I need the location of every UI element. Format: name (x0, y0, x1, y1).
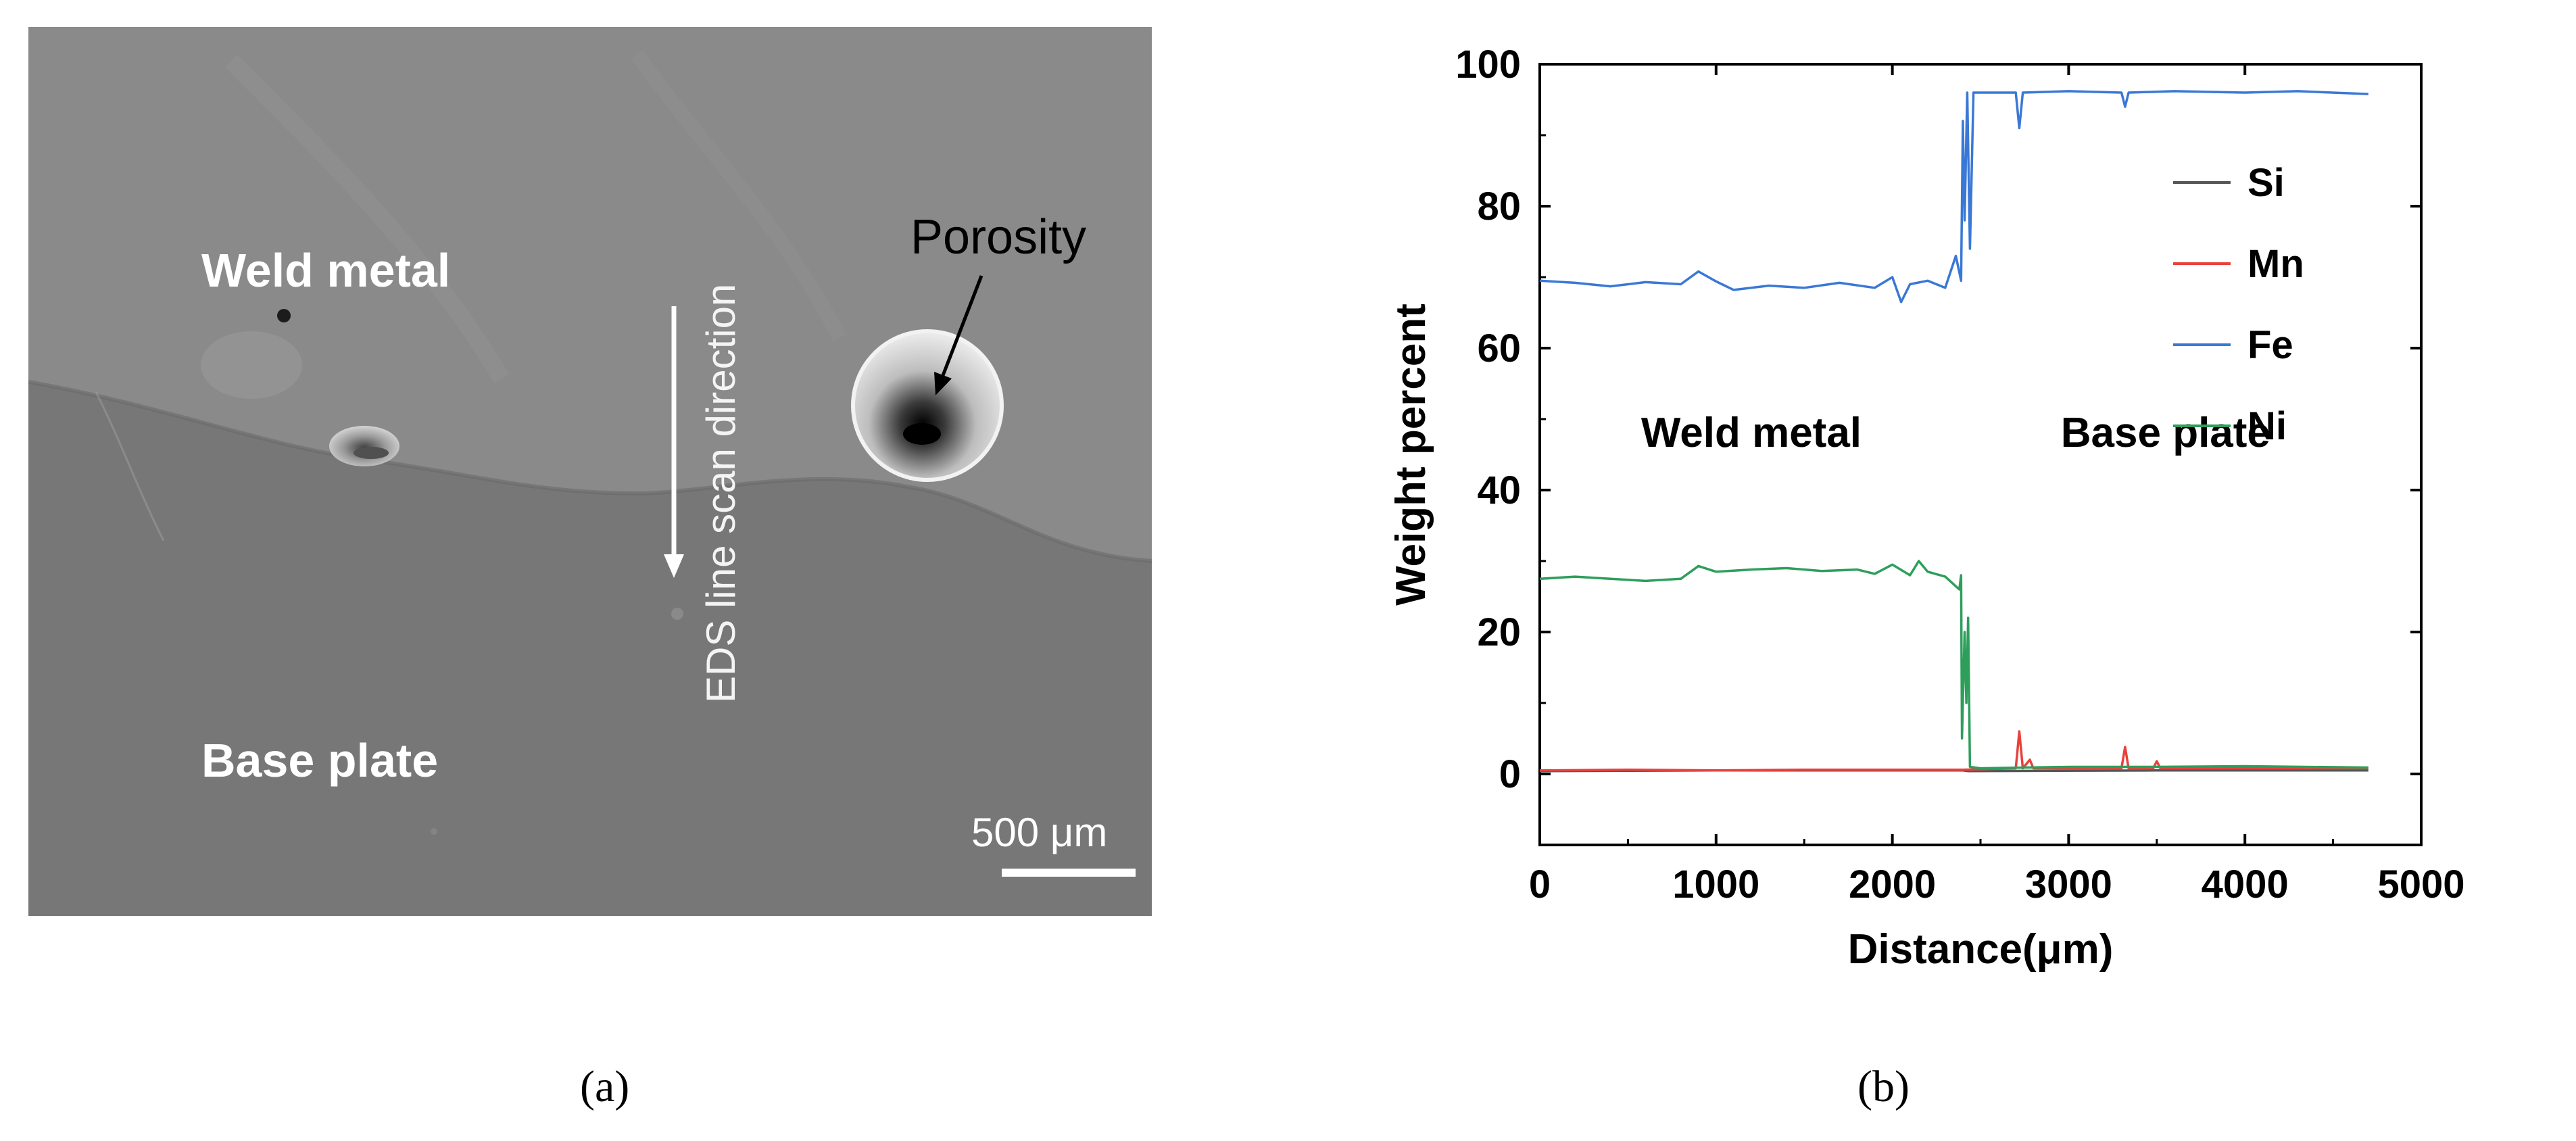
legend-label-si: Si (2247, 161, 2285, 205)
sem-micrograph: Weld metal Base plate Porosity EDS line … (28, 27, 1152, 916)
y-tick-label: 0 (1499, 752, 1521, 796)
y-tick-label: 100 (1455, 43, 1521, 87)
eds-direction-label: EDS line scan direction (698, 283, 744, 703)
weld-metal-label: Weld metal (201, 244, 451, 297)
y-tick-label: 60 (1477, 326, 1521, 370)
y-tick-label: 80 (1477, 185, 1521, 228)
series-line-ni (1539, 560, 2368, 770)
base-plate-label: Base plate (201, 734, 439, 787)
series-line-fe (1539, 90, 2368, 304)
y-tick-label: 20 (1477, 610, 1521, 654)
scale-bar (1002, 869, 1136, 877)
caption-a: (a) (580, 1062, 630, 1111)
chart-canvas: 0 1000 2000 3000 4000 5000 0 20 40 60 80 100 Distanc… (1388, 43, 2465, 973)
caption-b: (b) (1857, 1062, 1910, 1111)
x-tick-label: 2000 (1849, 863, 1936, 906)
legend-label-ni: Ni (2247, 404, 2287, 448)
scale-bar-label: 500 μm (971, 810, 1108, 855)
x-axis-label: Distance(μm) (1848, 926, 2114, 973)
porosity-label: Porosity (910, 210, 1087, 264)
y-axis-label: Weight percent (1388, 304, 1434, 606)
x-tick-label: 3000 (2025, 863, 2112, 906)
inclusion-spot (277, 309, 291, 322)
x-tick-label: 1000 (1672, 863, 1759, 906)
x-tick-label: 0 (1529, 863, 1551, 906)
annotation-weld-metal: Weld metal (1641, 410, 1862, 456)
x-tick-label: 4000 (2202, 863, 2289, 906)
series-line-mn (1539, 730, 2368, 772)
small-pore (329, 426, 399, 466)
porosity-arrow-head (934, 372, 952, 395)
eds-line-profile-chart: 0 1000 2000 3000 4000 5000 0 20 40 60 80 100 Distanc… (1325, 27, 2576, 1054)
annotation-base-plate: Base plate (2061, 410, 2270, 456)
legend-label-fe: Fe (2247, 323, 2293, 367)
legend-label-mn: Mn (2247, 242, 2304, 286)
y-tick-label: 40 (1477, 468, 1521, 512)
porosity-pore (851, 329, 1004, 482)
x-tick-label: 5000 (2377, 863, 2464, 906)
sem-image (28, 27, 1152, 916)
